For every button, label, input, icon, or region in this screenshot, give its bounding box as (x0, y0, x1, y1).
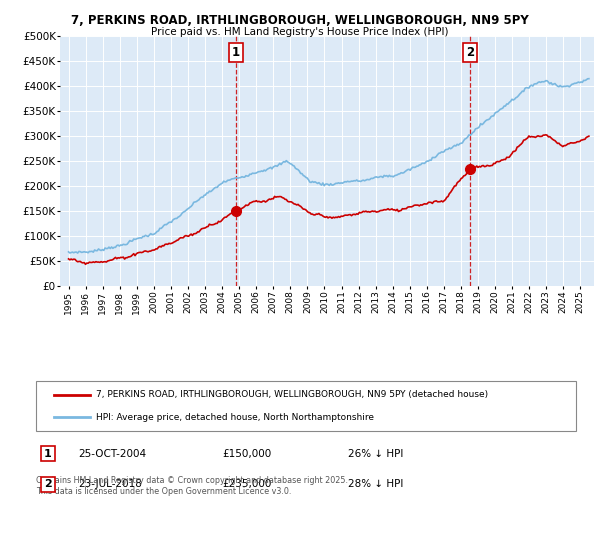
Text: 2: 2 (44, 479, 52, 489)
Text: 2: 2 (466, 46, 475, 59)
Text: 25-OCT-2004: 25-OCT-2004 (78, 449, 146, 459)
Text: Price paid vs. HM Land Registry's House Price Index (HPI): Price paid vs. HM Land Registry's House … (151, 27, 449, 37)
Text: £235,000: £235,000 (222, 479, 271, 489)
Text: Contains HM Land Registry data © Crown copyright and database right 2025.
This d: Contains HM Land Registry data © Crown c… (36, 476, 348, 496)
Text: HPI: Average price, detached house, North Northamptonshire: HPI: Average price, detached house, Nort… (96, 413, 374, 422)
Text: 23-JUL-2018: 23-JUL-2018 (78, 479, 142, 489)
Text: 7, PERKINS ROAD, IRTHLINGBOROUGH, WELLINGBOROUGH, NN9 5PY (detached house): 7, PERKINS ROAD, IRTHLINGBOROUGH, WELLIN… (96, 390, 488, 399)
Text: 1: 1 (44, 449, 52, 459)
Text: 7, PERKINS ROAD, IRTHLINGBOROUGH, WELLINGBOROUGH, NN9 5PY: 7, PERKINS ROAD, IRTHLINGBOROUGH, WELLIN… (71, 14, 529, 27)
Text: £150,000: £150,000 (222, 449, 271, 459)
Text: 28% ↓ HPI: 28% ↓ HPI (348, 479, 403, 489)
Text: 1: 1 (232, 46, 240, 59)
Text: 26% ↓ HPI: 26% ↓ HPI (348, 449, 403, 459)
